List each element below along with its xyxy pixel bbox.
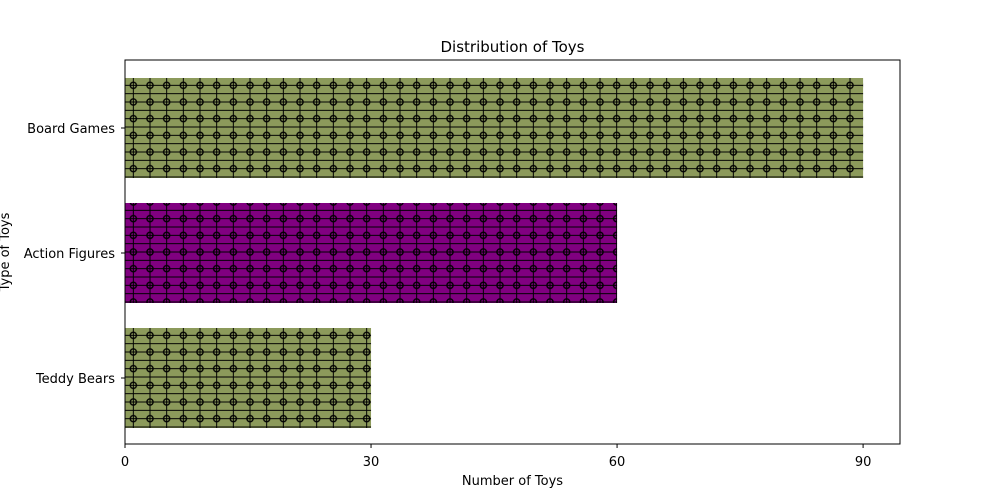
y-tick-label: Board Games <box>27 122 115 137</box>
y-axis-ticks: Teddy Bears Action Figures Board Games <box>24 122 125 387</box>
bar-hatch-action-figures <box>125 203 618 303</box>
x-tick-label: 0 <box>121 455 129 470</box>
y-tick-label: Action Figures <box>24 247 116 262</box>
x-tick-label: 90 <box>855 455 872 470</box>
bar-hatch-board-games <box>125 78 864 178</box>
x-tick-label: 60 <box>609 455 626 470</box>
y-tick-label: Teddy Bears <box>35 372 115 387</box>
chart-title: Distribution of Toys <box>441 38 585 56</box>
plot-frame <box>124 59 901 445</box>
x-axis-label: Number of Toys <box>462 474 563 489</box>
y-axis-label: Type of Toys <box>0 212 13 292</box>
x-tick-label: 30 <box>363 455 380 470</box>
bars-group <box>125 78 864 428</box>
x-axis-ticks: 0 30 60 90 <box>121 444 872 470</box>
bar-hatch-teddy-bears <box>125 328 372 428</box>
